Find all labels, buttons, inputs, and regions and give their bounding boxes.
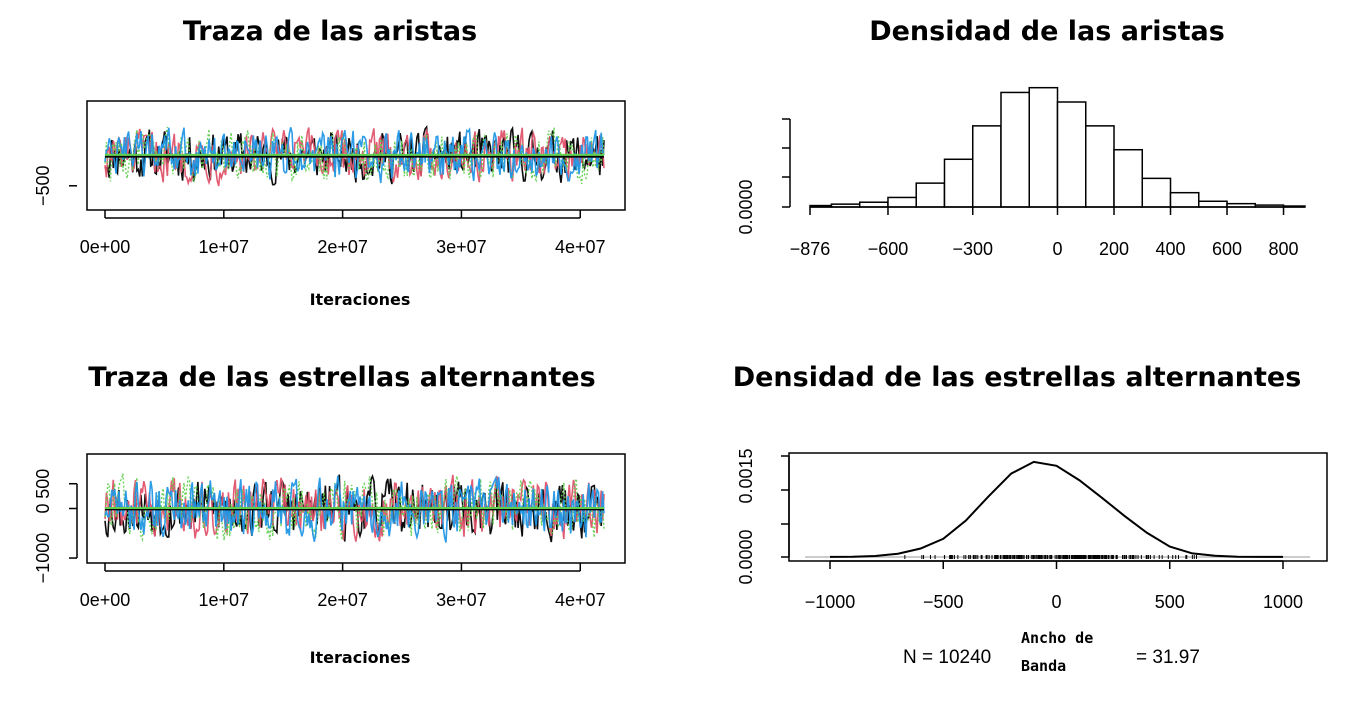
density-stars-y-axis: 0.0000 0.0015 [736, 448, 790, 585]
x-tick-label: −600 [868, 239, 909, 259]
x-tick-label: 0e+00 [80, 237, 131, 257]
density-stars-bandwidth-label-1: Ancho de [1021, 629, 1093, 647]
x-tick-label: 1e+07 [199, 237, 250, 257]
trace-stars-y-axis: −1000 0 500 [33, 469, 78, 584]
x-tick-label: 1e+07 [199, 590, 250, 610]
trace-edges-series [104, 124, 605, 187]
x-tick-label: 600 [1212, 239, 1242, 259]
density-edges-y-axis: 0.0000 [736, 118, 791, 235]
x-tick-label: 400 [1155, 239, 1185, 259]
x-tick-label: −876 [790, 239, 831, 259]
x-tick-label: 2e+07 [317, 590, 368, 610]
panel-trace-stars: Traza de las estrellas alternantes 0e+00… [33, 362, 626, 667]
histogram-bar [971, 125, 1002, 208]
trace-stars-series [104, 473, 605, 543]
trace-edges-x-axis: 0e+00 1e+07 2e+07 3e+07 4e+07 [80, 210, 606, 257]
trace-stars-x-axis: 0e+00 1e+07 2e+07 3e+07 4e+07 [80, 563, 606, 610]
x-tick-label: 4e+07 [555, 237, 606, 257]
x-tick-label: 500 [1155, 592, 1185, 612]
histogram-bar [1141, 177, 1172, 208]
x-tick-label: 3e+07 [436, 590, 487, 610]
density-stars-title: Densidad de las estrellas alternantes [733, 362, 1302, 393]
histogram-bar [943, 158, 974, 208]
trace-stars-title: Traza de las estrellas alternantes [88, 362, 595, 393]
y-tick-label: 0.0015 [736, 448, 756, 503]
trace-edges-xlabel: Iteraciones [310, 290, 411, 309]
y-tick-label: −500 [33, 166, 53, 207]
density-curve [829, 460, 1283, 558]
panel-trace-edges: Traza de las aristas 0e+00 1e+07 2e+07 3e+0… [33, 16, 626, 309]
y-tick-label: 0.0000 [736, 529, 756, 584]
x-tick-label: 2e+07 [317, 237, 368, 257]
x-tick-label: 3e+07 [436, 237, 487, 257]
panel-density-edges: Densidad de las aristas −876 −600 −300 0 200… [736, 16, 1306, 259]
density-stars-bandwidth-value: = 31.97 [1136, 647, 1200, 668]
trace-edges-frame [86, 100, 626, 211]
density-stars-n-label: N = 10240 [903, 647, 991, 668]
x-tick-label: −1000 [805, 592, 856, 612]
x-tick-label: 0 [1051, 592, 1061, 612]
histogram-bar [1028, 86, 1059, 208]
density-stars-curve-group [829, 460, 1283, 558]
density-edges-title: Densidad de las aristas [869, 16, 1225, 47]
histogram-bar [1000, 91, 1030, 208]
histogram-bar [1169, 191, 1200, 208]
histogram-bar [1113, 148, 1144, 208]
histogram-bar [1085, 125, 1115, 208]
x-tick-label: −300 [952, 239, 993, 259]
density-stars-x-axis: −1000 −500 0 500 1000 [805, 560, 1303, 612]
x-tick-label: 0 [1052, 239, 1062, 259]
density-edges-x-axis: −876 −600 −300 0 200 400 600 800 [790, 206, 1305, 259]
histogram-bar [887, 196, 917, 208]
panel-density-stars: Densidad de las estrellas alternantes −1… [733, 362, 1328, 675]
y-tick-label: −1000 [33, 533, 53, 584]
y-tick-label: 0.0000 [736, 179, 756, 234]
x-tick-label: 200 [1099, 239, 1129, 259]
x-tick-label: −500 [923, 592, 964, 612]
trace-series-line [104, 474, 605, 542]
x-tick-label: 1000 [1263, 592, 1303, 612]
x-tick-label: 800 [1269, 239, 1299, 259]
density-stars-bandwidth-label-2: Banda [1021, 657, 1066, 675]
x-tick-label: 4e+07 [555, 590, 606, 610]
trace-edges-title: Traza de las aristas [183, 16, 477, 47]
trace-stars-frame [86, 453, 626, 564]
trace-stars-xlabel: Iteraciones [310, 648, 411, 667]
trace-series-line [104, 126, 605, 185]
histogram-bar [1056, 101, 1087, 208]
x-tick-label: 0e+00 [80, 590, 131, 610]
y-tick-label: 0 [33, 503, 53, 513]
trace-series-line [104, 473, 605, 543]
trace-series-line [104, 475, 605, 543]
y-tick-label: 500 [33, 469, 53, 499]
histogram-bar [1198, 200, 1228, 208]
trace-edges-y-axis: −500 [33, 166, 77, 207]
histogram-bar [915, 182, 946, 208]
density-edges-bars [809, 86, 1306, 208]
density-stars-frame [788, 452, 1328, 562]
